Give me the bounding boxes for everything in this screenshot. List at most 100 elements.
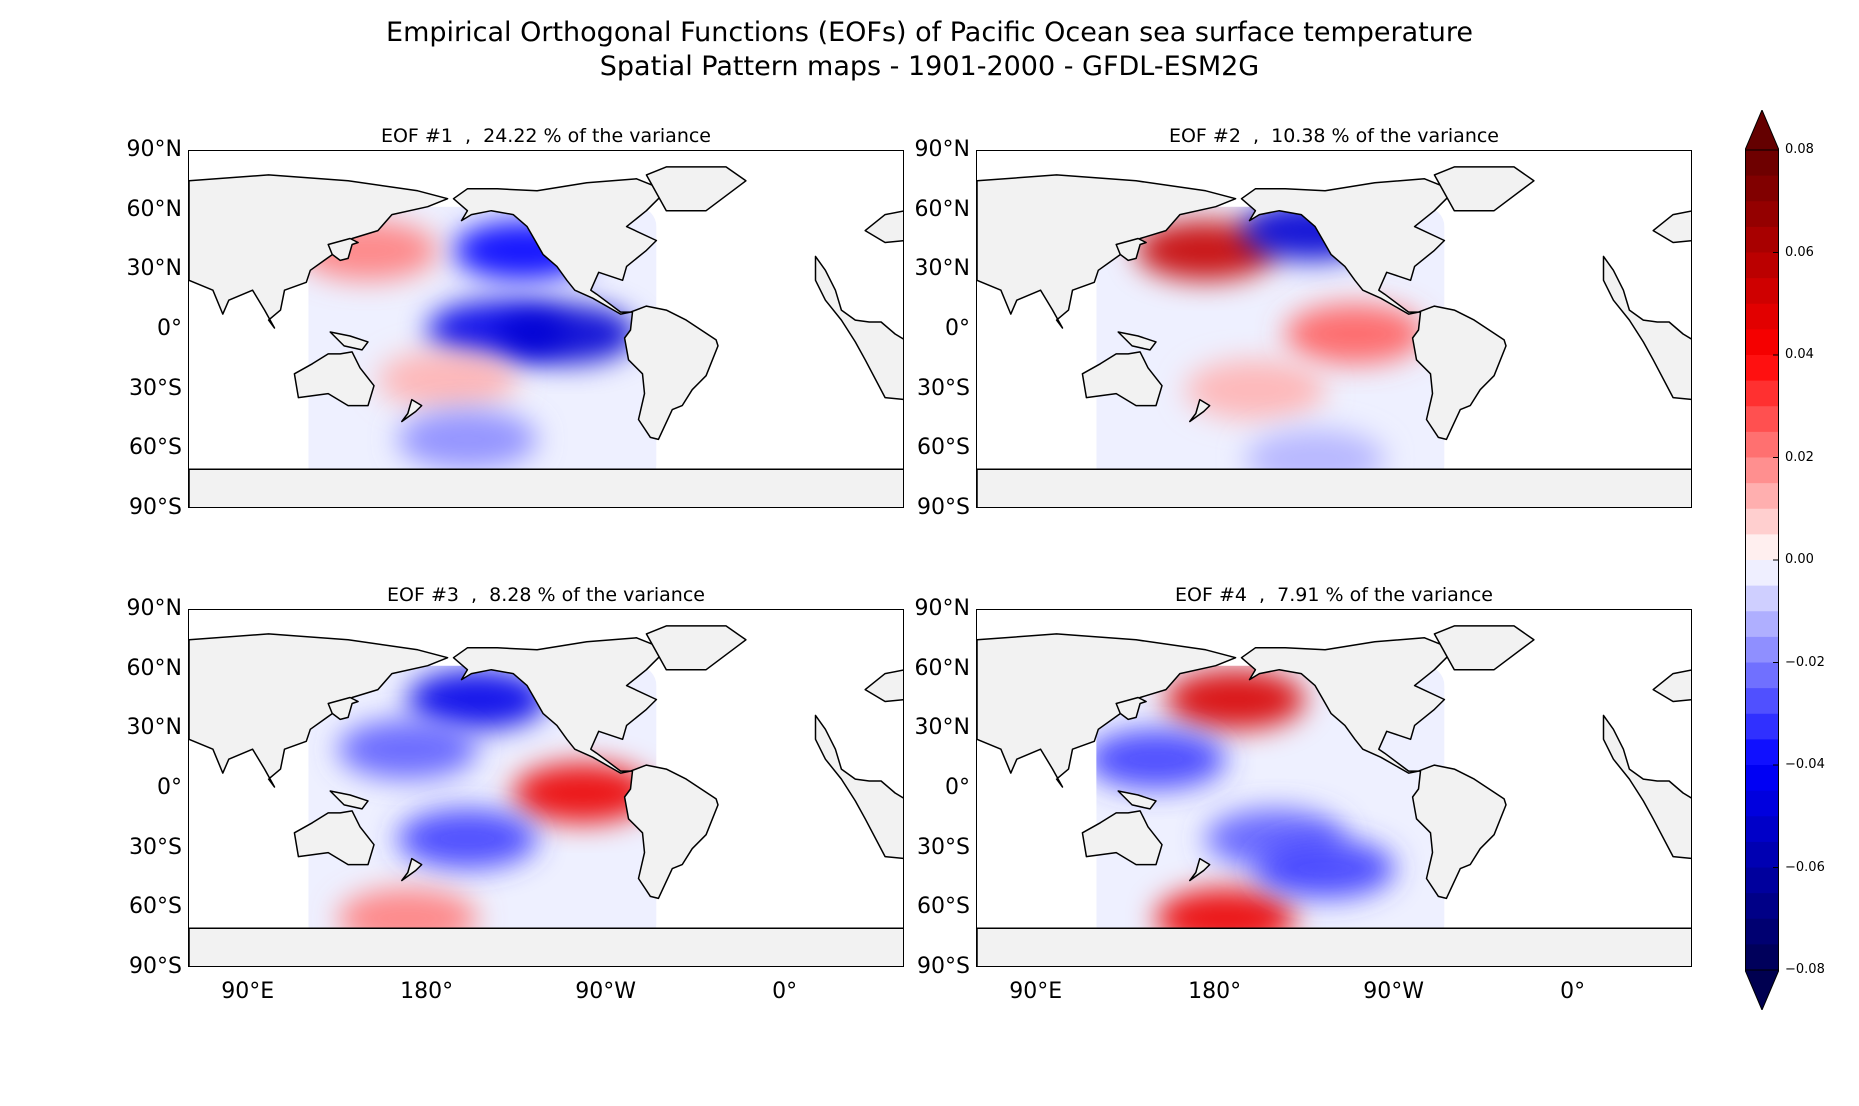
lon-tick-label: 180° — [1188, 979, 1242, 1004]
colorbar-segment — [1745, 406, 1779, 433]
lat-tick-label: 60°S — [129, 435, 182, 461]
lat-tick-label: 0° — [945, 775, 970, 800]
colorbar-segment — [1745, 431, 1779, 459]
colorbar-extend-min — [1744, 969, 1780, 1012]
land-polygon-3 — [1081, 351, 1163, 407]
colorbar-tick-label: −0.04 — [1785, 757, 1825, 772]
lat-tick-label: 30°N — [126, 256, 182, 282]
colorbar-segment — [1745, 713, 1779, 740]
land-polygon-5 — [1115, 696, 1147, 721]
lat-tick-label: 0° — [157, 316, 182, 341]
lat-tick-label: 60°S — [129, 894, 182, 920]
lat-tick-label: 30°S — [917, 375, 970, 401]
colorbar-segment — [1745, 329, 1779, 356]
land-polygon-4 — [1117, 331, 1157, 351]
land-polygon-2 — [1602, 255, 1691, 401]
lat-tick-label: 30°S — [129, 834, 182, 860]
lat-tick-label: 60°N — [914, 655, 970, 681]
anomaly-positive-4 — [377, 349, 518, 410]
land-polygon-3 — [293, 810, 375, 866]
map-canvas-eof-3 — [189, 625, 903, 966]
land-polygon-6 — [401, 857, 423, 882]
land-polygon-8 — [864, 210, 903, 244]
map-eof-1 — [188, 150, 904, 508]
colorbar-segment — [1745, 893, 1779, 920]
lat-tick-label: 30°N — [914, 256, 970, 282]
colorbar-segment — [1745, 636, 1779, 664]
land-polygon-9 — [977, 468, 1691, 507]
lon-tick-label: 180° — [400, 979, 454, 1004]
colorbar-segment — [1745, 380, 1779, 407]
land-polygon-7 — [645, 625, 747, 671]
panel-title-eof-1: EOF #1 , 24.22 % of the variance — [380, 125, 712, 147]
lon-tick-label: 90°W — [1363, 979, 1425, 1004]
land-polygon-9 — [977, 927, 1691, 966]
lon-tick-label: 0° — [1560, 979, 1586, 1004]
land-polygon-1 — [452, 178, 719, 441]
sst-field — [308, 665, 657, 945]
lat-tick-label: 60°S — [917, 435, 970, 461]
land-polygon-0 — [977, 174, 1237, 329]
land-polygon-6 — [1189, 857, 1211, 882]
land-polygon-9 — [189, 927, 903, 966]
lat-tick-label: 90°S — [129, 495, 182, 520]
land-polygon-2 — [1602, 714, 1691, 860]
anomaly-positive-2 — [512, 762, 653, 823]
anomaly-positive-0 — [1135, 220, 1276, 281]
anomaly-negative-1 — [1096, 729, 1226, 790]
colorbar-segment — [1745, 585, 1779, 612]
colorbar-extend-max — [1744, 108, 1780, 151]
anomaly-negative-4 — [1255, 838, 1396, 899]
land-polygon-3 — [1081, 810, 1163, 866]
colorbar — [1744, 108, 1780, 1012]
sst-field — [308, 206, 657, 486]
land-polygon-9 — [189, 468, 903, 507]
lon-tick-label: 90°E — [221, 979, 275, 1004]
land-polygon-3 — [293, 351, 375, 407]
lat-tick-label: 30°S — [917, 834, 970, 860]
lat-tick-label: 60°N — [126, 196, 182, 222]
lat-tick-label: 90°N — [126, 137, 182, 162]
land-polygon-5 — [1115, 237, 1147, 262]
colorbar-tick-label: 0.00 — [1785, 552, 1814, 567]
anomaly-negative-5 — [397, 409, 538, 470]
lat-tick-label: 30°N — [914, 715, 970, 741]
land-polygon-2 — [814, 255, 903, 401]
colorbar-tick-label: 0.06 — [1785, 244, 1814, 260]
colorbar-segment — [1745, 944, 1779, 971]
colorbar-segment — [1745, 688, 1779, 715]
land-polygon-7 — [1433, 166, 1535, 212]
land-polygon-7 — [645, 166, 747, 212]
colorbar-segment — [1745, 534, 1779, 561]
lat-tick-label: 90°S — [917, 495, 970, 520]
colorbar-segment — [1745, 841, 1779, 869]
land-polygon-0 — [189, 633, 449, 788]
land-polygon-5 — [327, 237, 359, 262]
land-polygon-0 — [977, 633, 1237, 788]
lat-tick-label: 90°N — [914, 596, 970, 621]
colorbar-tick-label: −0.02 — [1785, 654, 1825, 670]
colorbar-segment — [1745, 816, 1779, 843]
lat-tick-label: 30°N — [126, 715, 182, 741]
anomaly-positive-2 — [1284, 303, 1425, 364]
lat-tick-label: 90°S — [129, 954, 182, 979]
anomaly-negative-0 — [407, 669, 548, 730]
colorbar-segment — [1745, 483, 1779, 510]
colorbar-tick-label: 0.02 — [1785, 449, 1814, 465]
colorbar-segment — [1745, 508, 1779, 535]
colorbar-segment — [1745, 739, 1779, 766]
map-canvas-eof-2 — [977, 166, 1691, 507]
land-polygon-7 — [1433, 625, 1535, 671]
colorbar-segment — [1745, 457, 1779, 484]
lat-tick-label: 0° — [157, 775, 182, 800]
colorbar-segment — [1745, 867, 1779, 894]
colorbar-segment — [1745, 355, 1779, 382]
land-polygon-8 — [864, 669, 903, 703]
land-polygon-5 — [327, 696, 359, 721]
anomaly-positive-3 — [1185, 359, 1326, 420]
land-polygon-6 — [1189, 398, 1211, 423]
land-polygon-1 — [1240, 637, 1507, 900]
colorbar-segment — [1745, 175, 1779, 202]
panel-title-eof-4: EOF #4 , 7.91 % of the variance — [1175, 584, 1493, 606]
map-canvas-eof-4 — [977, 625, 1691, 966]
